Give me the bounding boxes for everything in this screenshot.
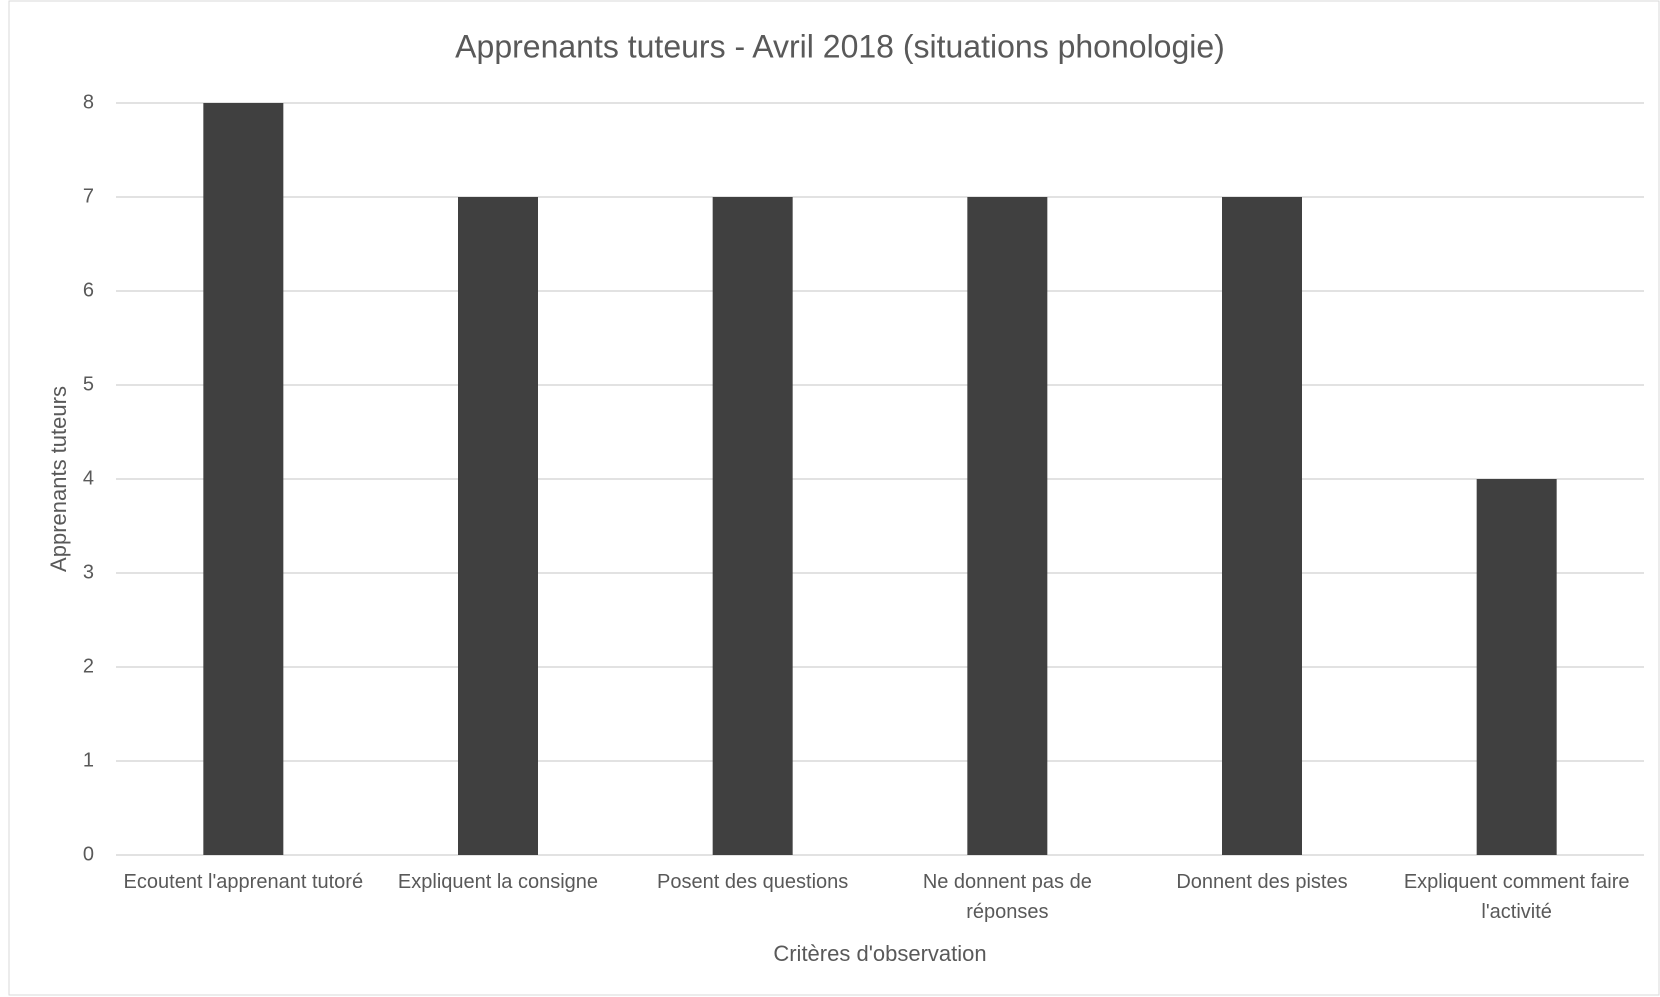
y-axis-label: Apprenants tuteurs	[46, 386, 71, 572]
bar	[1476, 479, 1557, 855]
x-tick-label: Ne donnent pas de réponses	[922, 871, 1092, 923]
x-axis-label: Critères d'observation	[773, 941, 986, 966]
bar	[203, 103, 284, 855]
y-tick-label: 2	[83, 655, 94, 677]
y-tick-label: 4	[83, 467, 94, 489]
x-tick-label: Expliquent la consigne	[397, 871, 599, 893]
chart-border	[8, 0, 1660, 996]
y-tick-label: 0	[83, 843, 94, 865]
bar	[967, 197, 1048, 855]
bar	[458, 197, 538, 855]
x-tick-label: Posent des questions	[657, 871, 849, 893]
y-tick-label: 7	[83, 185, 94, 207]
y-tick-label: 1	[83, 749, 94, 771]
x-tick-label: Expliquent comment faire l'activité	[1403, 871, 1630, 923]
x-tick-label: Donnent des pistes	[1176, 871, 1348, 893]
chart-title: Apprenants tuteurs - Avril 2018 (situati…	[455, 28, 1225, 64]
y-tick-label: 3	[83, 561, 94, 583]
x-tick-label: Ecoutent l'apprenant tutoré	[123, 871, 364, 893]
y-tick-label: 5	[83, 373, 94, 395]
y-tick-label: 6	[83, 279, 94, 301]
bar	[712, 197, 793, 855]
bar	[1222, 197, 1302, 855]
y-tick-label: 8	[83, 91, 94, 113]
